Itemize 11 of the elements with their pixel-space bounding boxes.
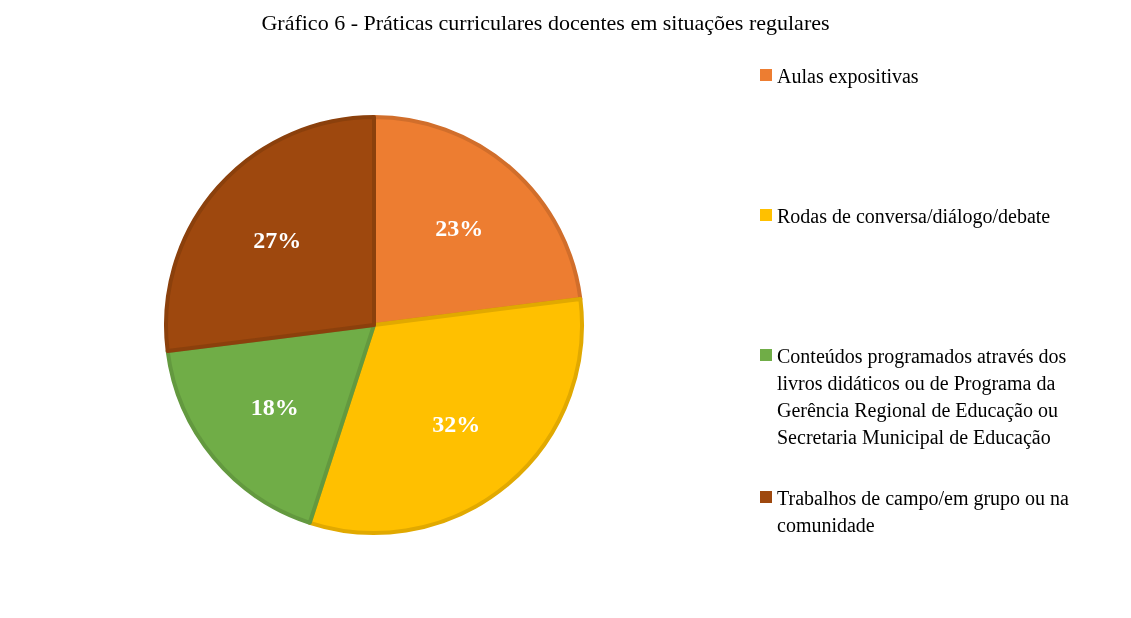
legend-label: Trabalhos de campo/em grupo ou na comunidade [777,487,1070,536]
data-label: 32% [432,411,481,438]
legend-label: Rodas de conversa/diálogo/debate [777,205,1051,228]
pie-slice [165,323,376,525]
legend-label: Aulas expositivas [777,65,919,88]
chart-title: Gráfico 6 - Práticas curriculares docentes em situações regulares [261,10,830,35]
data-label: 27% [253,226,302,253]
data-label: 18% [250,394,299,421]
legend-label: Conteúdos programados através dos livros didáticos ou de Programa da Gerência Regional de Educação ou Secretaria Municipal de Educação [777,345,1067,449]
pie-slice [164,115,376,354]
data-label: 23% [435,215,484,242]
